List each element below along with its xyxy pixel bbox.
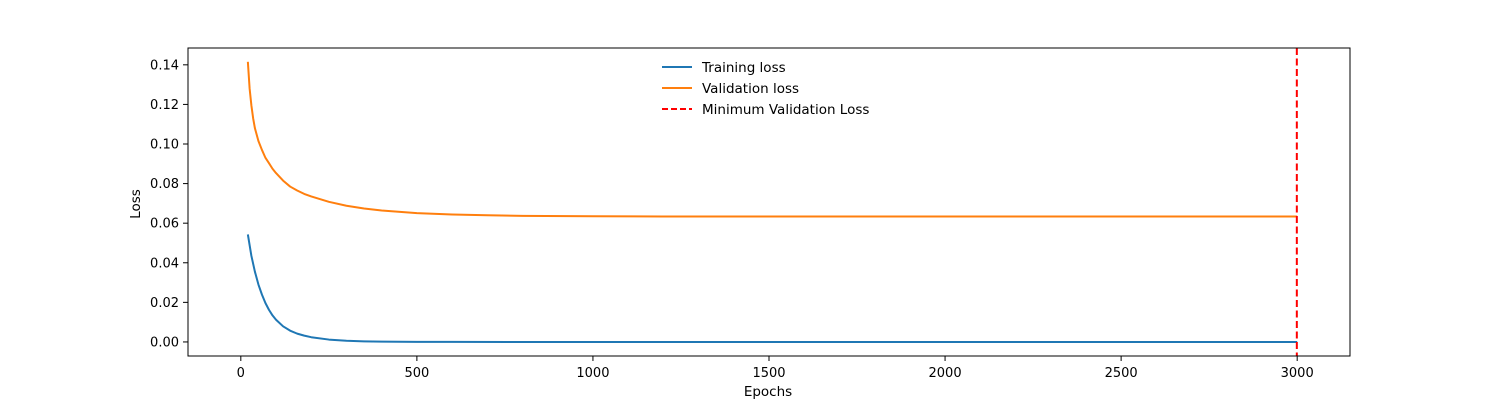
legend: Training loss Validation loss Minimum Va…	[662, 60, 869, 118]
y-tick-label: 0.04	[150, 256, 179, 271]
x-tick-label: 3000	[1281, 366, 1314, 381]
plot-layer	[246, 48, 1298, 356]
legend-label-minimum-validation-loss: Minimum Validation Loss	[702, 102, 869, 118]
y-tick-label: 0.06	[150, 217, 179, 232]
y-axis-label: Loss	[128, 189, 144, 219]
y-tick-label: 0.00	[150, 335, 179, 350]
x-axis-label: Epochs	[744, 384, 792, 400]
axes-layer: 0 500 1000 1500 2000 2500 3000 0.00 0.02 0.04 0.06…	[150, 47, 1351, 381]
y-tick-label: 0.10	[150, 138, 179, 153]
y-tick-label: 0.08	[150, 177, 179, 192]
x-tick-label: 2000	[929, 366, 962, 381]
y-tick-label: 0.02	[150, 296, 179, 311]
x-tick-label: 2500	[1105, 366, 1138, 381]
y-tick-label: 0.14	[150, 58, 179, 73]
x-tick-label: 1000	[576, 366, 609, 381]
legend-label-training-loss: Training loss	[701, 60, 786, 76]
x-tick-label: 1500	[752, 366, 785, 381]
x-tick-label: 500	[404, 366, 429, 381]
legend-label-validation-loss: Validation loss	[702, 81, 799, 97]
y-tick-label: 0.12	[150, 98, 179, 113]
series-line-training-loss	[246, 234, 1298, 343]
series-line-validation-loss	[246, 61, 1298, 218]
x-tick-label: 0	[237, 366, 245, 381]
